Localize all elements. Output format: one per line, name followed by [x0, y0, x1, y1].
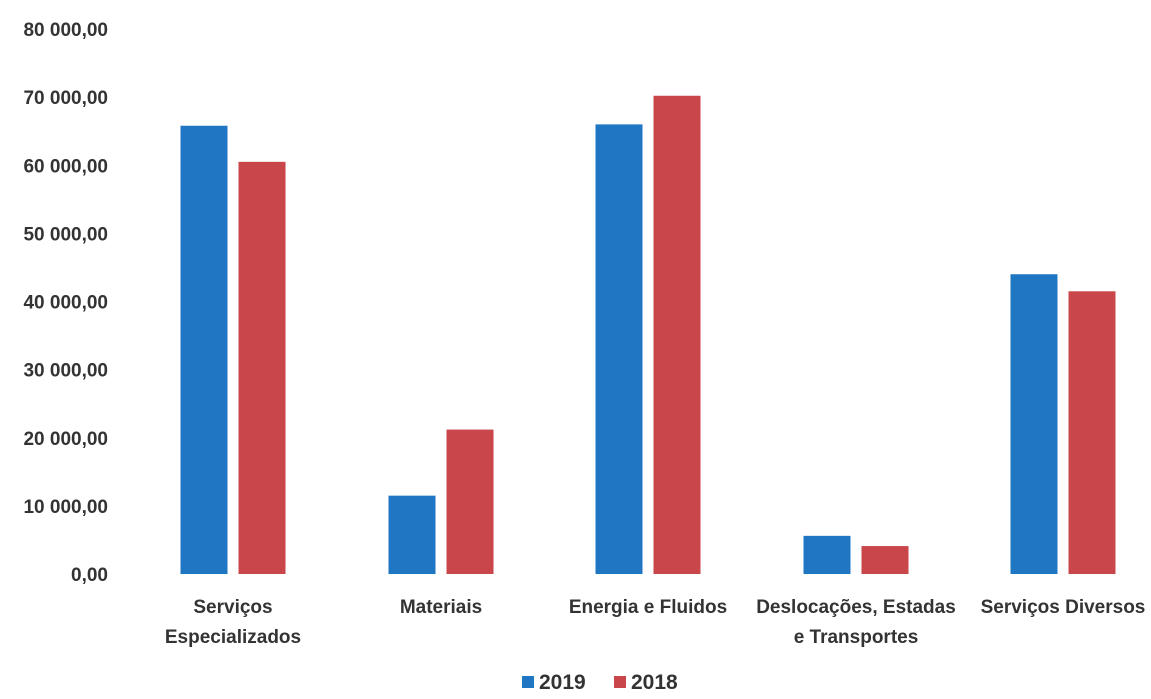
category-label: Materiais — [400, 597, 482, 618]
bar-2018-1 — [446, 429, 494, 574]
legend: 2019 2018 — [522, 671, 678, 694]
bar-2018-0 — [238, 161, 286, 574]
bar-2019-2 — [595, 124, 643, 574]
y-tick-label: 70 000,00 — [23, 88, 108, 109]
y-tick-label: 30 000,00 — [23, 361, 108, 382]
legend-label-2019: 2019 — [539, 671, 586, 694]
category-label: Serviços Diversos — [981, 597, 1146, 618]
category-label: Energia e Fluidos — [569, 597, 727, 618]
bar-2019-1 — [388, 495, 436, 574]
bar-2018-4 — [1068, 291, 1116, 574]
y-tick-label: 40 000,00 — [23, 293, 108, 314]
y-tick-label: 10 000,00 — [23, 497, 108, 518]
y-tick-label: 50 000,00 — [23, 224, 108, 245]
y-tick-label: 60 000,00 — [23, 156, 108, 177]
bar-2018-2 — [653, 95, 701, 574]
bar-2019-4 — [1010, 274, 1058, 574]
y-tick-label: 20 000,00 — [23, 429, 108, 450]
legend-label-2018: 2018 — [631, 671, 678, 694]
y-axis: 0,00 10 000,00 20 000,00 30 000,00 40 000,00… — [23, 20, 108, 586]
legend-swatch-2019 — [522, 676, 534, 688]
bar-2019-0 — [180, 125, 228, 575]
bars — [180, 95, 1116, 575]
legend-swatch-2018 — [614, 676, 626, 688]
category-label: Serviços Especializados — [165, 597, 301, 648]
bar-2019-3 — [803, 535, 851, 574]
y-tick-label: 80 000,00 — [23, 20, 108, 41]
y-tick-label: 0,00 — [71, 565, 108, 586]
category-label: Deslocações, Estadas e Transportes — [756, 597, 956, 648]
bar-2018-3 — [861, 546, 909, 574]
x-axis: Serviços Especializados Materiais Energia e… — [165, 597, 1146, 648]
